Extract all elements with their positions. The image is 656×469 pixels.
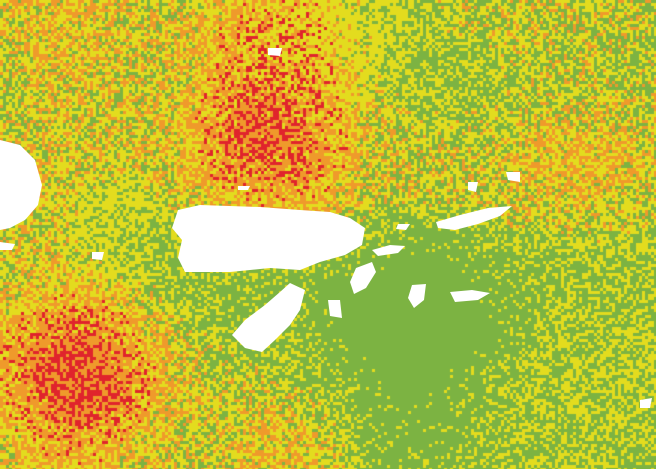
nodata-area-spot-5 <box>238 186 250 190</box>
nodata-area-south-island <box>232 283 305 352</box>
nodata-area-spot-4 <box>268 48 282 56</box>
nodata-area-east-6 <box>396 224 410 230</box>
nodata-area-east-2 <box>350 262 376 294</box>
nodata-area-east-4 <box>450 290 490 302</box>
nodata-area-main-island <box>172 205 365 272</box>
nodata-area-spot-3 <box>506 172 520 182</box>
nodata-area-spot-1 <box>92 252 104 260</box>
nodata-area-spot-6 <box>328 300 342 318</box>
nodata-area-spot-7 <box>640 398 652 408</box>
nodata-area-left-small <box>0 242 15 250</box>
nodata-area-east-5 <box>436 206 512 230</box>
nodata-area-east-3 <box>408 284 426 308</box>
nodata-area-east-1 <box>372 245 405 256</box>
nodata-area-spot-2 <box>468 182 478 192</box>
nodata-area-left <box>0 140 42 230</box>
